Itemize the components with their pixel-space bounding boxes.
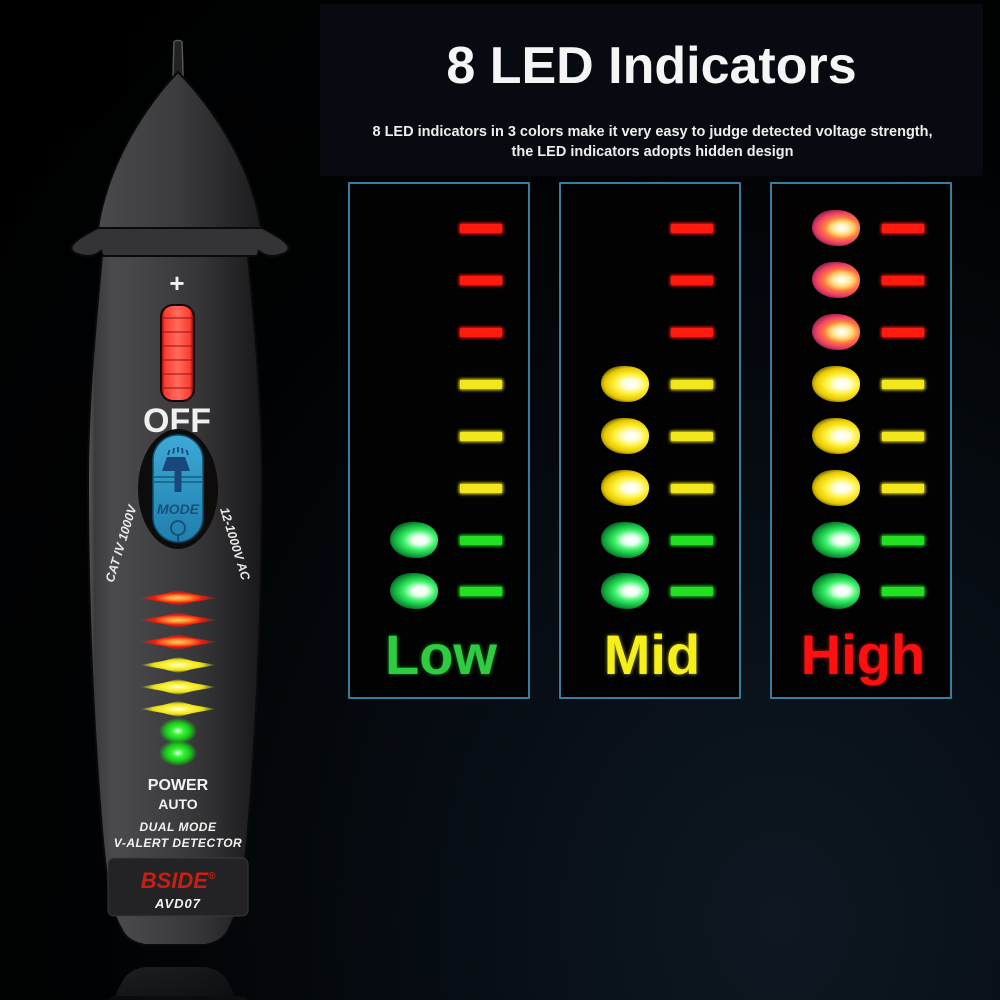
svg-text:MODE: MODE (157, 501, 200, 517)
svg-text:AUTO: AUTO (158, 796, 198, 812)
svg-text:BSIDE®: BSIDE® (141, 868, 216, 893)
svg-text:V-ALERT DETECTOR: V-ALERT DETECTOR (114, 836, 242, 850)
svg-text:POWER: POWER (148, 777, 209, 794)
svg-text:AVD07: AVD07 (154, 896, 201, 911)
svg-text:DUAL MODE: DUAL MODE (140, 820, 217, 834)
svg-text:+: + (169, 268, 184, 298)
